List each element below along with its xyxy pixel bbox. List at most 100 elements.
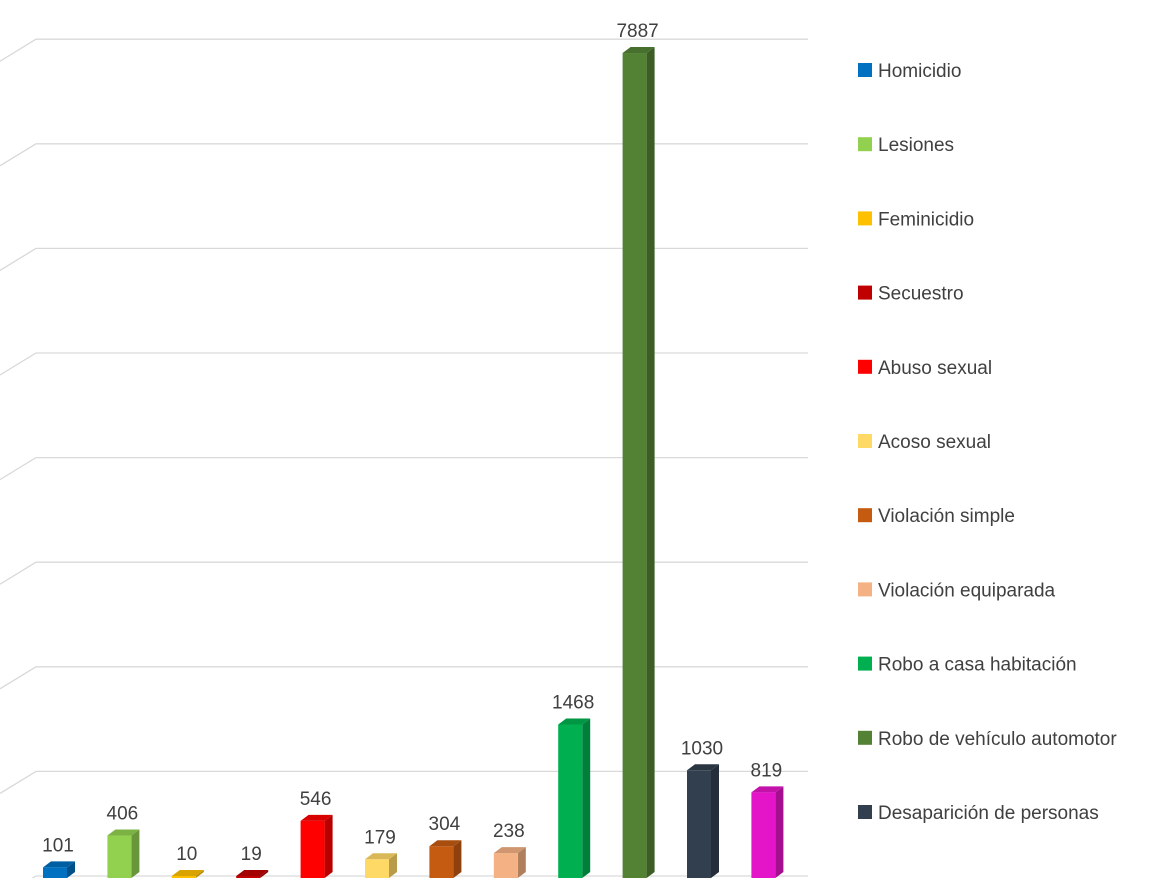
bar-side	[67, 861, 75, 878]
bar-front	[43, 867, 67, 878]
legend-item-8: Violación equiparada	[858, 580, 1056, 601]
bar-front	[751, 792, 776, 878]
bar-12	[751, 786, 784, 878]
legend-item-7: Violación simple	[858, 506, 1015, 527]
gridline	[0, 456, 808, 481]
bar-top	[171, 870, 204, 876]
legend-swatch	[858, 137, 872, 152]
legend-label: Abuso sexual	[878, 358, 992, 379]
legend-swatch	[858, 656, 872, 671]
legend-label: Feminicidio	[878, 209, 974, 230]
legend-swatch	[858, 211, 872, 226]
data-label-7: 304	[429, 814, 461, 835]
bar-front	[493, 853, 518, 878]
data-label-6: 179	[364, 827, 396, 848]
bar-9	[558, 718, 591, 878]
bar-8	[493, 847, 526, 878]
gridline	[0, 143, 808, 167]
legend-swatch	[858, 508, 872, 523]
gridline	[31, 875, 808, 878]
bar-top	[558, 718, 591, 725]
data-label-4: 19	[241, 844, 262, 865]
bar-1	[43, 861, 75, 878]
legend-swatch	[858, 730, 872, 745]
legend-label: Violación simple	[878, 506, 1015, 527]
data-label-9: 1468	[552, 692, 594, 713]
bar-side	[582, 718, 591, 878]
data-label-1: 101	[42, 835, 74, 856]
bar-top	[622, 47, 655, 54]
gridline	[0, 247, 808, 271]
bar-front	[622, 53, 647, 878]
bar-front	[365, 859, 389, 878]
legend-label: Secuestro	[878, 284, 964, 305]
bar-top	[107, 829, 140, 836]
legend-label: Violación equiparada	[878, 580, 1056, 601]
legend-swatch	[858, 805, 872, 819]
legend-swatch	[858, 285, 872, 300]
bar-side	[453, 840, 462, 878]
gridline	[0, 666, 808, 690]
bar-side	[131, 829, 140, 878]
legend-swatch	[858, 582, 872, 597]
legend-label: Lesiones	[878, 135, 954, 156]
bar-side	[711, 764, 719, 878]
legend-swatch	[858, 63, 872, 77]
data-label-5: 546	[300, 789, 332, 810]
legend-item-9: Robo a casa habitación	[858, 655, 1077, 676]
data-label-2: 406	[107, 804, 139, 825]
legend-item-4: Secuestro	[858, 284, 964, 305]
legend-swatch	[858, 434, 872, 448]
legend-label: Robo de vehículo automotor	[878, 729, 1117, 750]
data-label-10: 7887	[616, 21, 658, 42]
data-label-11: 1030	[681, 738, 723, 759]
bar-side	[324, 814, 333, 878]
bar-2	[107, 829, 140, 878]
bar-top	[687, 764, 719, 771]
bar-top	[493, 847, 526, 854]
legend-label: Robo a casa habitación	[878, 655, 1077, 676]
gridline	[0, 561, 808, 585]
bar-front	[171, 876, 196, 878]
legend-label: Homicidio	[878, 61, 961, 82]
bar-5	[300, 814, 333, 878]
bar-front	[236, 876, 261, 878]
data-label-3: 10	[176, 844, 197, 865]
bar-top	[365, 853, 397, 860]
bar-top	[236, 870, 269, 876]
bar-front	[429, 846, 454, 878]
data-labels: 101 406 10 19 546 179 304 238 1468 7887 1030 819	[42, 21, 782, 865]
legend-item-6: Acoso sexual	[858, 432, 991, 453]
bars	[43, 47, 784, 878]
legend: Homicidio Lesiones Feminicidio Secuestro Abu…	[858, 61, 1117, 824]
bar-top	[43, 861, 75, 868]
legend-item-3: Feminicidio	[858, 209, 974, 230]
data-label-12: 819	[751, 760, 783, 781]
gridlines	[0, 38, 808, 878]
data-label-8: 238	[493, 821, 525, 842]
legend-item-1: Homicidio	[858, 61, 961, 82]
bar-side	[260, 870, 269, 878]
bar-top	[300, 814, 333, 821]
legend-item-11: Desaparición de personas	[858, 803, 1099, 824]
gridline	[0, 770, 808, 794]
bar-front	[558, 724, 583, 878]
bar-4	[236, 870, 269, 878]
bar-top	[429, 840, 462, 847]
bar-side	[517, 847, 526, 878]
bar-7	[429, 840, 462, 878]
legend-label: Acoso sexual	[878, 432, 991, 453]
legend-swatch	[858, 359, 872, 374]
gridline	[0, 38, 808, 62]
legend-item-10: Robo de vehículo automotor	[858, 729, 1117, 750]
bar-front	[107, 835, 132, 878]
legend-label: Desaparición de personas	[878, 803, 1099, 824]
bar-top	[751, 786, 784, 793]
bar-6	[365, 853, 397, 878]
bar-side	[646, 47, 655, 878]
bar-11	[687, 764, 719, 878]
bar-side	[389, 853, 397, 878]
gridline	[0, 352, 808, 376]
bar-side	[195, 870, 204, 878]
